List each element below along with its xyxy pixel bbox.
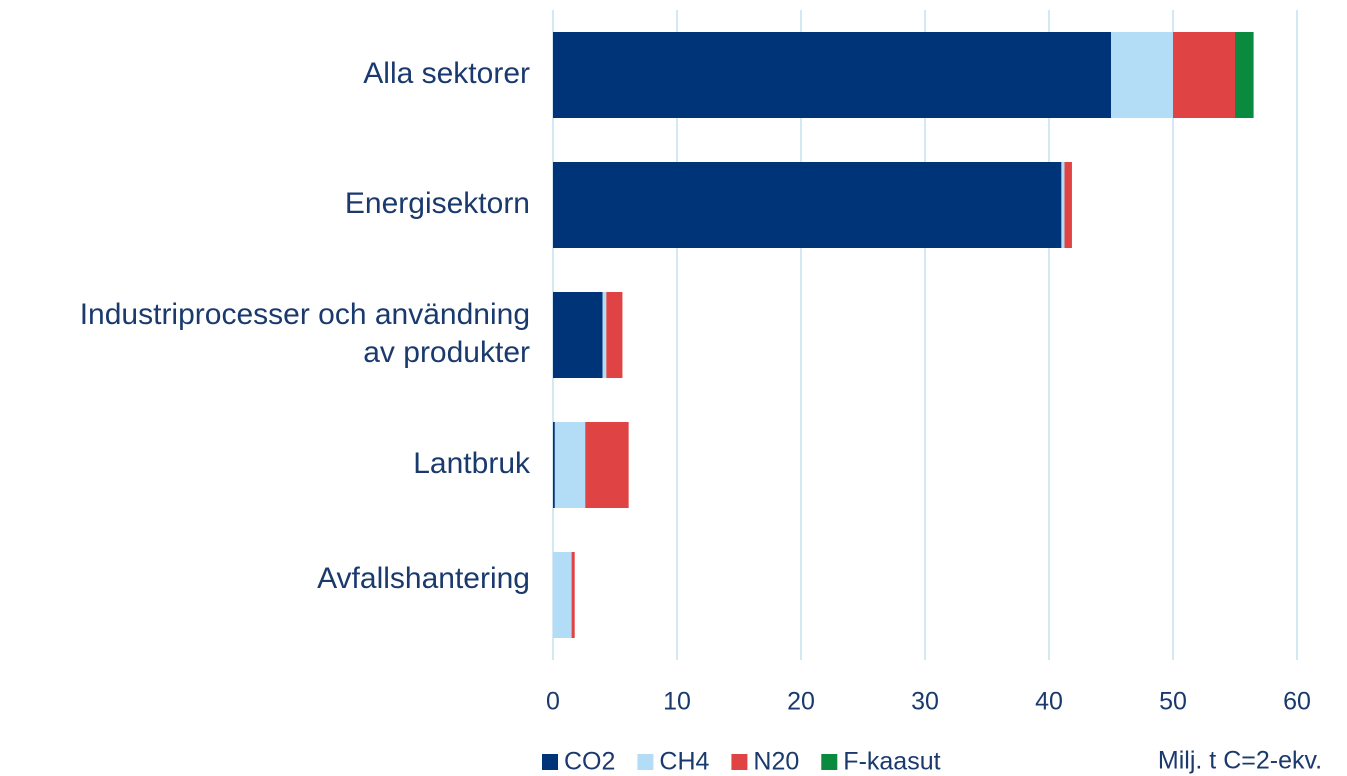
legend-swatch (731, 754, 748, 770)
bar-segment (553, 422, 555, 508)
y-tick-label: Alla sektorer (363, 57, 530, 90)
bar-segment (585, 422, 629, 508)
bar-segment (553, 552, 572, 638)
bar-segment (602, 292, 607, 378)
x-tick-label: 30 (911, 688, 939, 716)
y-tick-label: Industriprocesser och användning av produ… (80, 298, 530, 369)
legend-swatch (542, 754, 558, 770)
x-tick-label: 20 (787, 688, 815, 716)
bar-segment (606, 292, 623, 378)
bar-segment (1111, 32, 1173, 118)
bar-segment (571, 552, 575, 638)
legend-label: N20 (753, 748, 799, 776)
legend-label: CO2 (564, 748, 615, 776)
bar-segment (553, 162, 1062, 248)
legend-swatch (821, 754, 838, 770)
x-tick-label: 10 (663, 688, 691, 716)
bar-segment (1064, 162, 1072, 248)
legend-label: F-kaasut (843, 748, 940, 776)
legend-swatch (637, 754, 654, 770)
bar-segment (1173, 32, 1235, 118)
x-tick-label: 0 (546, 688, 560, 716)
y-tick-label: Avfallshantering (317, 562, 530, 595)
x-axis-label: Milj. t C=2-ekv. (1158, 747, 1322, 775)
x-tick-label: 40 (1035, 688, 1063, 716)
y-tick-label: Lantbruk (413, 447, 531, 480)
bar-segment (1061, 162, 1065, 248)
bar-segment (554, 422, 586, 508)
x-tick-label: 60 (1283, 688, 1311, 716)
bar-segment (1235, 32, 1254, 118)
x-tick-label: 50 (1159, 688, 1187, 716)
bar-segment (553, 32, 1111, 118)
bar-segment (553, 292, 603, 378)
legend-label: CH4 (659, 748, 709, 776)
y-tick-label: Energisektorn (345, 187, 530, 220)
